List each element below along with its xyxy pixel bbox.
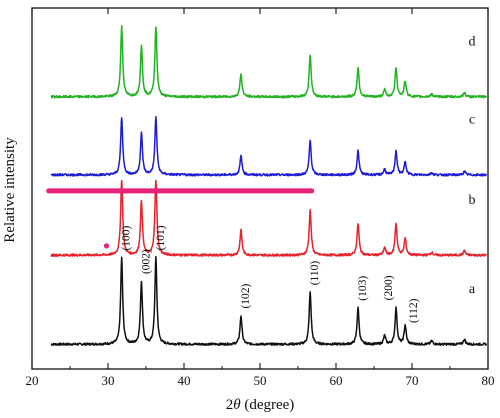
peak-label: (101) [155, 225, 167, 250]
x-tick-label: 50 [254, 373, 267, 388]
x-tick-label: 60 [330, 373, 343, 388]
series-layer [50, 25, 488, 347]
x-tick-label: 30 [102, 373, 115, 388]
peak-label: (200) [383, 275, 395, 300]
peak-label: (100) [121, 225, 133, 250]
x-tick-label: 70 [406, 373, 419, 388]
series-label-c: c [469, 113, 475, 128]
peak-label: (002) [140, 249, 152, 274]
peak-label: (102) [240, 283, 252, 308]
series-line-a [50, 255, 488, 347]
x-axis-title: 2θ (degree) [226, 397, 295, 413]
x-tick-label: 20 [26, 373, 39, 388]
peak-label: (112) [408, 298, 420, 323]
series-label-a: a [469, 282, 476, 297]
x-tick-label: 40 [178, 373, 191, 388]
y-axis-title: Relative intensity [2, 137, 18, 243]
series-label-b: b [469, 193, 476, 208]
x-tick-label: 80 [482, 373, 495, 388]
series-line-c [50, 116, 488, 177]
series-line-b [50, 179, 488, 257]
label-layer: a b c d (100) (002)(101) (102) (110) (103) (200) (… [46, 35, 476, 323]
annotation-dot [103, 243, 110, 249]
peak-label: (103) [357, 276, 369, 301]
series-label-d: d [469, 35, 476, 50]
peak-label: (110) [309, 261, 321, 286]
series-line-d [50, 25, 488, 99]
axis-layer: 20 30 40 50 60 70 80 [26, 7, 495, 388]
